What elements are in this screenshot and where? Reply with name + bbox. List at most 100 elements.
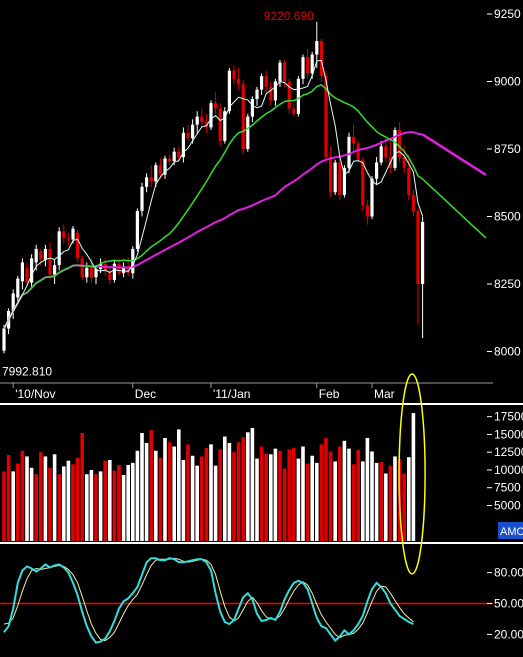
month-label: Mar bbox=[374, 387, 395, 401]
volume-bar bbox=[402, 473, 406, 541]
highlight-overlay bbox=[398, 373, 426, 575]
volume-bar bbox=[347, 448, 351, 541]
volume-bar bbox=[374, 462, 379, 541]
candle-body bbox=[80, 258, 84, 278]
volume-bar bbox=[11, 471, 15, 541]
volume-axis-label: 12500 bbox=[494, 445, 523, 459]
candle-body bbox=[241, 84, 245, 149]
volume-bar bbox=[66, 460, 71, 541]
candle-body bbox=[149, 177, 153, 182]
price-axis-label: 8250 bbox=[494, 277, 521, 291]
oscillator-main-line bbox=[3, 557, 414, 644]
candle-body bbox=[214, 103, 218, 109]
candle-body bbox=[407, 167, 411, 195]
candle-body bbox=[361, 159, 365, 206]
volume-bar bbox=[282, 468, 287, 541]
volume-bar bbox=[195, 465, 199, 541]
candle-body bbox=[342, 167, 346, 195]
volume-bar bbox=[236, 442, 241, 541]
volume-bar bbox=[328, 451, 333, 541]
candle-body bbox=[25, 267, 29, 283]
candle-body bbox=[108, 271, 112, 280]
volume-axis-label: 7500 bbox=[494, 481, 521, 495]
volume-bar bbox=[75, 457, 80, 541]
volume-axis-label: 15000 bbox=[494, 427, 523, 441]
volume-bar bbox=[103, 460, 107, 541]
volume-bar bbox=[333, 461, 337, 541]
candle-body bbox=[310, 54, 314, 74]
candle-body bbox=[177, 151, 181, 158]
volume-bar bbox=[181, 460, 186, 541]
candle-body bbox=[338, 162, 342, 195]
oscillator-panel: 80.00 50.00 20.00 bbox=[0, 557, 523, 644]
oscillator-axis-label: 20.00 bbox=[494, 627, 523, 641]
candle-body bbox=[416, 211, 420, 284]
volume-bar bbox=[296, 458, 301, 541]
oscillator-axis-label: 80.00 bbox=[494, 566, 523, 580]
volume-bar bbox=[2, 471, 6, 541]
volume-bar bbox=[20, 450, 25, 541]
candle-body bbox=[62, 231, 66, 239]
volume-bar bbox=[388, 465, 393, 541]
volume-bar bbox=[319, 444, 324, 541]
ma-long-projection bbox=[421, 133, 487, 176]
candle-body bbox=[20, 262, 24, 282]
volume-bar bbox=[154, 450, 158, 541]
candle-body bbox=[227, 70, 231, 112]
month-label: Dec bbox=[135, 387, 156, 401]
volume-bar bbox=[62, 466, 66, 541]
volume-bar bbox=[342, 440, 347, 541]
volume-bar bbox=[25, 456, 29, 541]
oscillator-signal-line bbox=[3, 557, 414, 642]
volume-bar bbox=[135, 450, 140, 541]
candle-body bbox=[232, 70, 236, 79]
volume-tag-label: AMO bbox=[500, 526, 523, 538]
candle-body bbox=[375, 162, 379, 179]
volume-bar bbox=[273, 448, 278, 541]
volume-bar bbox=[411, 413, 416, 541]
candle-body bbox=[48, 248, 52, 275]
candle-body bbox=[365, 205, 369, 217]
month-label: '10/Nov bbox=[15, 387, 55, 401]
ma-mid-projection bbox=[422, 178, 487, 239]
candle-body bbox=[255, 89, 259, 100]
candle-body bbox=[11, 293, 15, 311]
price-axis-label: 8500 bbox=[494, 210, 521, 224]
volume-bar bbox=[232, 452, 236, 541]
candle-body bbox=[140, 186, 144, 212]
volume-bar bbox=[108, 460, 112, 541]
candle-body bbox=[269, 86, 273, 101]
volume-bar bbox=[324, 437, 328, 541]
volume-bar bbox=[126, 464, 130, 541]
candle-body bbox=[292, 108, 296, 114]
candle-body bbox=[16, 278, 20, 298]
candle-body bbox=[411, 194, 415, 212]
volume-bar bbox=[338, 446, 342, 541]
volume-bar bbox=[149, 430, 153, 541]
candle-body bbox=[43, 248, 47, 260]
candle-body bbox=[324, 76, 328, 158]
candle-body bbox=[103, 263, 107, 272]
candle-body bbox=[126, 266, 130, 274]
volume-bar bbox=[89, 469, 94, 541]
volume-bar bbox=[121, 474, 126, 541]
candle-body bbox=[301, 57, 305, 79]
candle-body bbox=[347, 136, 351, 168]
volume-bar bbox=[39, 452, 43, 541]
volume-bar bbox=[98, 471, 103, 541]
volume-bar bbox=[144, 442, 149, 541]
volume-panel: 17500 15000 12500 10000 7500 5000 AMO bbox=[2, 410, 523, 541]
candle-body bbox=[117, 263, 121, 274]
volume-bar bbox=[379, 462, 383, 541]
volume-bar bbox=[250, 428, 255, 541]
candle-body bbox=[172, 151, 176, 162]
volume-bar bbox=[246, 432, 250, 541]
volume-bar bbox=[34, 474, 38, 541]
volume-bar bbox=[370, 451, 374, 541]
volume-bar bbox=[351, 464, 356, 541]
volume-bar bbox=[365, 437, 370, 541]
volume-bar bbox=[278, 450, 282, 541]
candle-body bbox=[200, 116, 204, 122]
candle-body bbox=[53, 265, 57, 275]
